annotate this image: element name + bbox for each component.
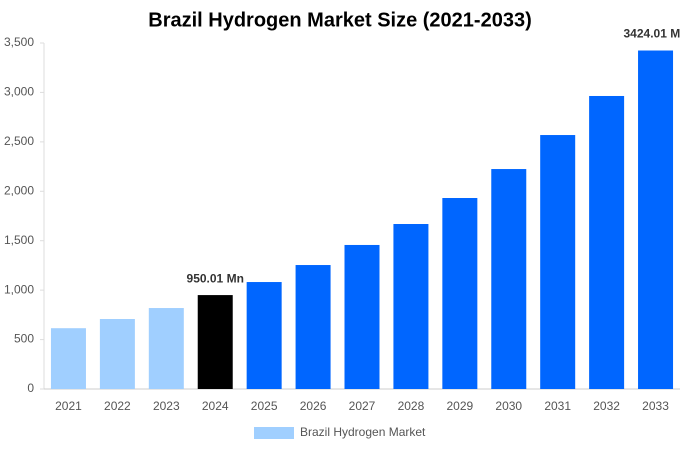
- bar: [491, 169, 527, 389]
- x-tick-label: 2023: [153, 399, 180, 413]
- y-tick-label: 3,500: [4, 35, 34, 49]
- data-label: 3424.01 Mn: [624, 27, 680, 41]
- bar: [393, 224, 429, 389]
- x-tick-label: 2027: [349, 399, 376, 413]
- x-tick-label: 2025: [251, 399, 278, 413]
- data-label: 950.01 Mn: [187, 271, 244, 285]
- bar: [295, 265, 331, 389]
- bar: [99, 319, 135, 389]
- y-tick-label: 2,000: [4, 183, 34, 197]
- x-tick-label: 2031: [544, 399, 571, 413]
- x-tick-label: 2030: [495, 399, 522, 413]
- x-tick-label: 2029: [446, 399, 473, 413]
- x-tick-label: 2021: [55, 399, 82, 413]
- chart-title: Brazil Hydrogen Market Size (2021-2033): [148, 9, 532, 31]
- y-tick-label: 3,000: [4, 85, 34, 99]
- bar: [197, 295, 233, 389]
- y-tick-label: 1,000: [4, 282, 34, 296]
- x-tick-label: 2022: [104, 399, 131, 413]
- bar: [148, 308, 184, 389]
- y-tick-label: 1,500: [4, 233, 34, 247]
- bar: [540, 135, 576, 389]
- legend-label: Brazil Hydrogen Market: [300, 425, 426, 439]
- x-tick-label: 2032: [593, 399, 620, 413]
- y-tick-label: 0: [27, 381, 34, 395]
- x-tick-label: 2033: [642, 399, 669, 413]
- x-tick-label: 2024: [202, 399, 229, 413]
- bar: [50, 328, 86, 389]
- x-tick-label: 2028: [398, 399, 425, 413]
- x-tick-label: 2026: [300, 399, 327, 413]
- bar: [442, 198, 478, 389]
- bar: [589, 95, 625, 389]
- y-tick-label: 2,500: [4, 134, 34, 148]
- bar: [246, 282, 282, 389]
- bar: [344, 244, 380, 389]
- legend-swatch: [254, 427, 294, 439]
- bar: [638, 50, 674, 390]
- y-tick-label: 500: [14, 332, 34, 346]
